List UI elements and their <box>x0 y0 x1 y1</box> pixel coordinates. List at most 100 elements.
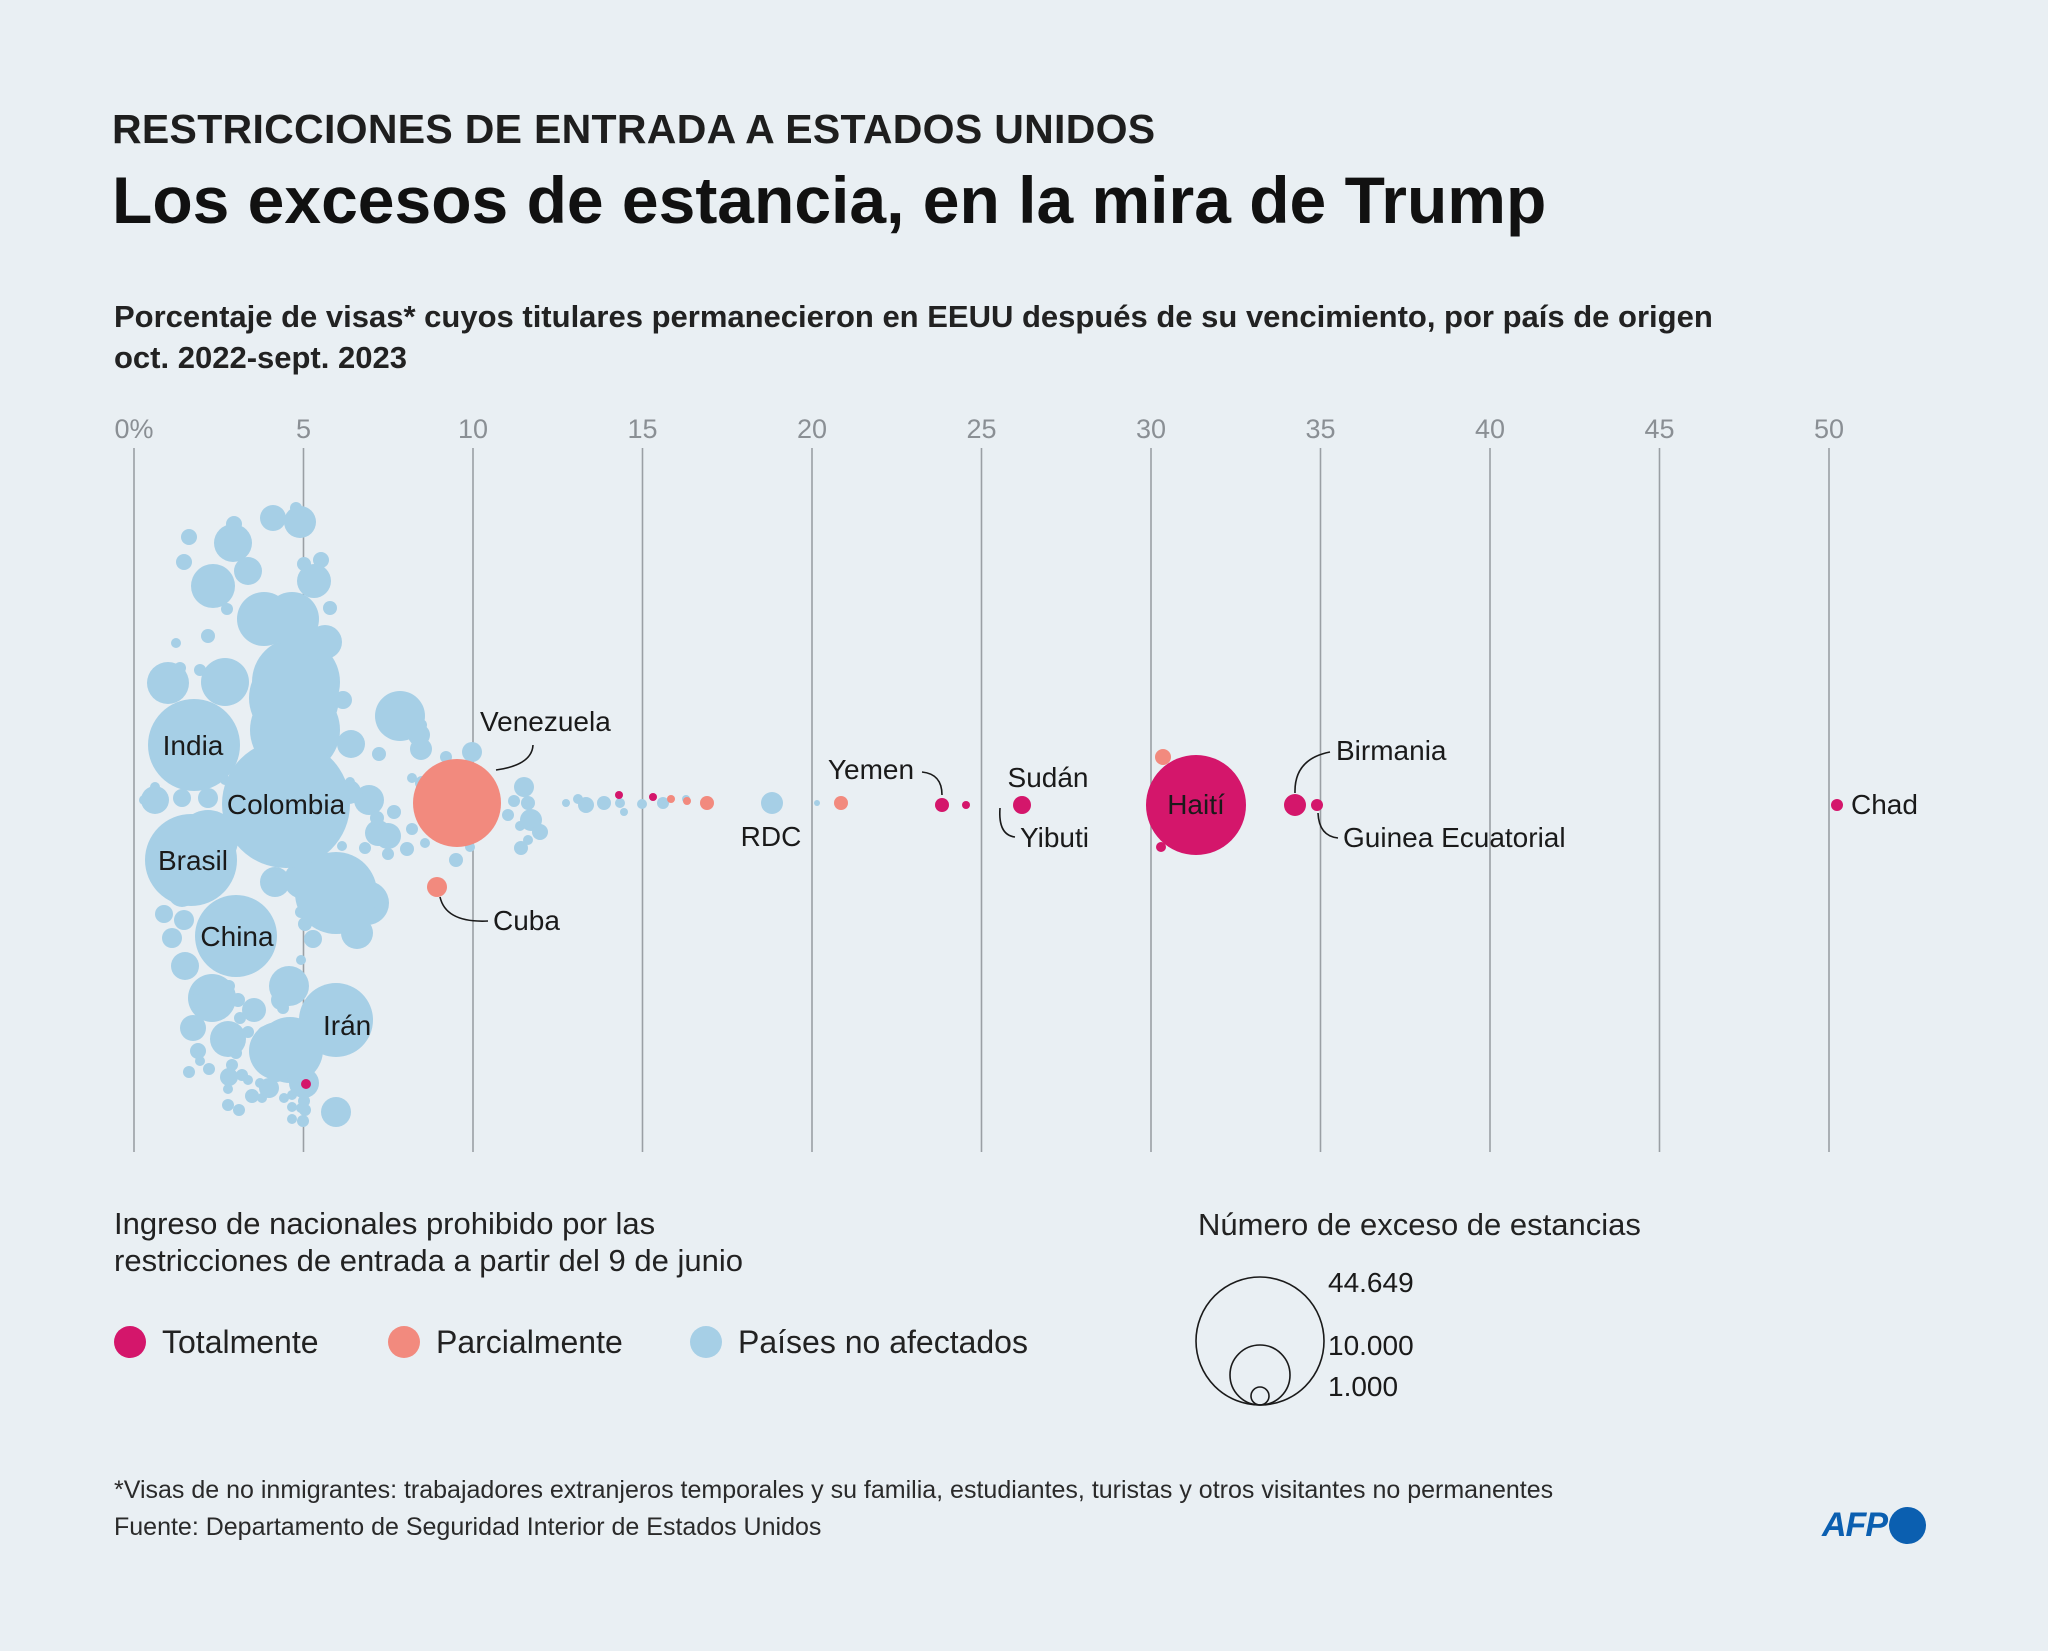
bubble <box>313 552 329 568</box>
bubble <box>222 1099 234 1111</box>
bubble <box>198 788 218 808</box>
color-legend-title: Ingreso de nacionales prohibido por las … <box>114 1205 874 1279</box>
bubble <box>201 629 215 643</box>
bubble <box>657 797 669 809</box>
headline: Los excesos de estancia, en la mira de T… <box>112 163 1547 237</box>
label-india: India <box>163 730 224 761</box>
bubble <box>375 823 401 849</box>
bubble <box>231 993 245 1007</box>
bubble <box>260 867 290 897</box>
bubble <box>420 838 430 848</box>
bubble <box>359 842 371 854</box>
bubble <box>400 842 414 856</box>
bubble <box>597 796 611 810</box>
bubble <box>271 990 291 1010</box>
label-haiti: Haití <box>1167 789 1225 820</box>
bubble <box>189 994 203 1008</box>
x-tick-label: 15 <box>627 414 657 444</box>
bubble <box>195 1056 205 1066</box>
legend-dot-totalmente <box>114 1326 146 1358</box>
label-yibuti: Yibuti <box>1020 822 1089 853</box>
leader-yibuti <box>998 807 1016 838</box>
bubble <box>297 564 331 598</box>
label-guinea-ecuatorial: Guinea Ecuatorial <box>1343 822 1566 853</box>
subtitle-line-1: Porcentaje de visas* cuyos titulares per… <box>114 299 1713 334</box>
bubble <box>337 841 347 851</box>
label-chad: Chad <box>1851 789 1918 820</box>
label-yemen: Yemen <box>828 754 914 785</box>
chart-subtitle: Porcentaje de visas* cuyos titulares per… <box>114 296 1914 378</box>
bubble <box>242 998 266 1022</box>
bubble <box>514 841 528 855</box>
label-colombia: Colombia <box>227 789 346 820</box>
source-note: Fuente: Departamento de Seguridad Interi… <box>114 1513 822 1541</box>
bubble-guinea-ecuatorial <box>1311 799 1323 811</box>
bubble <box>174 910 194 930</box>
bubble <box>683 797 691 805</box>
bubble <box>220 1068 238 1086</box>
x-axis-ticks: 0% 5 10 15 20 25 30 35 40 45 50 <box>114 414 1844 444</box>
bubble-partial-near-haiti <box>1155 749 1171 765</box>
bubble <box>180 1015 206 1041</box>
leader-birmania <box>1294 751 1331 794</box>
bubble <box>615 791 623 799</box>
bubble <box>297 1115 309 1127</box>
legend-item-totalmente: Totalmente <box>114 1322 319 1362</box>
bubble <box>176 554 192 570</box>
leader-venezuela <box>495 744 534 771</box>
bubble <box>410 738 432 760</box>
bubble <box>462 742 482 762</box>
bubble <box>615 798 625 808</box>
bubble-haiti <box>1146 755 1246 855</box>
label-birmania: Birmania <box>1336 735 1447 766</box>
legend-dot-parcialmente <box>388 1326 420 1358</box>
bubble <box>523 835 533 845</box>
bubble <box>226 1059 238 1071</box>
bubble <box>191 564 235 608</box>
bubble <box>391 693 401 703</box>
label-brasil: Brasil <box>158 845 228 876</box>
bubble <box>233 1104 245 1116</box>
x-tick-label: 0% <box>114 414 153 444</box>
bubble <box>287 1102 297 1112</box>
x-tick-label: 30 <box>1136 414 1166 444</box>
bubble <box>407 773 417 783</box>
bubble <box>532 824 548 840</box>
bubble <box>203 1063 215 1075</box>
x-tick-label: 5 <box>296 414 311 444</box>
bubble <box>194 664 206 676</box>
leader-guinea-ecuatorial <box>1317 812 1339 839</box>
bubble-birmania <box>1284 794 1306 816</box>
bubble <box>508 795 520 807</box>
bubble <box>150 782 160 792</box>
label-iran: Irán <box>323 1010 371 1041</box>
legend-label-no-afectados: Países no afectados <box>738 1323 1028 1360</box>
bubbles <box>139 502 1843 1127</box>
bubble <box>173 789 191 807</box>
bubble <box>323 601 337 615</box>
label-sudan: Sudán <box>1008 762 1089 793</box>
bubble-unlabeled-large <box>249 653 339 743</box>
bubble-yibuti <box>962 801 970 809</box>
bubble <box>514 777 534 797</box>
bubble <box>502 809 514 821</box>
bubble <box>255 1078 265 1088</box>
label-leaders <box>439 744 1339 922</box>
bubble-yemen <box>935 798 949 812</box>
bubble-unlabeled-large <box>265 592 319 646</box>
size-legend-label: 44.649 <box>1328 1267 1414 1298</box>
bubble <box>245 1089 259 1103</box>
size-circle-small <box>1250 1386 1270 1406</box>
bubble <box>181 529 197 545</box>
label-venezuela: Venezuela <box>480 706 611 737</box>
bubble <box>321 1097 351 1127</box>
leader-cuba <box>439 896 489 922</box>
bubble <box>190 1043 206 1059</box>
x-tick-label: 35 <box>1305 414 1335 444</box>
bubble <box>296 1103 306 1113</box>
size-circle-medium <box>1229 1344 1291 1406</box>
bubble <box>620 808 628 816</box>
bubble <box>521 796 535 810</box>
